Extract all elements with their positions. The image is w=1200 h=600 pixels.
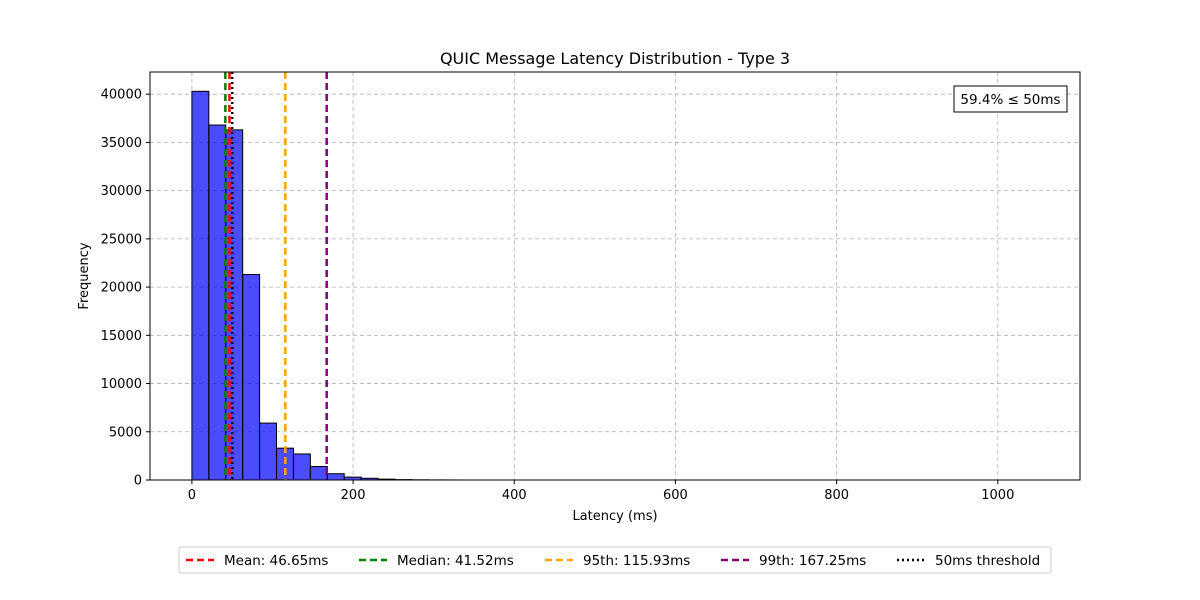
y-tick-label: 5000 (109, 425, 142, 440)
legend-label: 95th: 115.93ms (583, 553, 690, 569)
histogram-bar (208, 124, 227, 481)
legend-frame (178, 546, 1052, 574)
histogram-bar (309, 465, 328, 481)
legend-label: Mean: 46.65ms (224, 553, 328, 569)
x-tick-label: 200 (341, 488, 366, 503)
y-tick-label: 25000 (101, 232, 142, 247)
annotation-box (953, 85, 1068, 113)
annotation-text: 59.4% ≤ 50ms (960, 92, 1060, 108)
x-tick-label: 400 (502, 488, 527, 503)
y-tick-label: 0 (134, 474, 142, 489)
y-tick-label: 10000 (101, 377, 142, 392)
y-tick-label: 30000 (101, 184, 142, 199)
x-tick-label: 1000 (981, 488, 1014, 503)
legend-label: 99th: 167.25ms (759, 553, 866, 569)
y-axis-ticks: 0 5000 10000 15000 20000 25000 30000 35000 40000 (101, 88, 150, 489)
y-tick-label: 15000 (101, 329, 142, 344)
histogram-bar (191, 90, 210, 481)
x-axis-ticks: 0 200 400 600 800 1000 (188, 480, 1014, 503)
histogram-bar (326, 473, 345, 481)
x-axis-label: Latency (ms) (572, 509, 657, 524)
histogram-bar (259, 422, 278, 481)
legend: Mean: 46.65ms Median: 41.52ms 95th: 115.93… (178, 546, 1052, 574)
legend-label: Median: 41.52ms (397, 553, 514, 569)
chart-title: QUIC Message Latency Distribution - Type… (440, 49, 790, 68)
y-axis-label: Frequency (77, 242, 92, 309)
legend-label: 50ms threshold (935, 553, 1040, 569)
y-tick-label: 40000 (101, 88, 142, 103)
reference-lines (224, 72, 328, 480)
threshold-annotation: 59.4% ≤ 50ms (953, 85, 1068, 113)
x-tick-label: 600 (663, 488, 688, 503)
plot-frame (149, 71, 1081, 481)
y-tick-label: 20000 (101, 281, 142, 296)
x-tick-label: 800 (824, 488, 849, 503)
grid (150, 72, 1080, 481)
x-tick-label: 0 (188, 488, 196, 503)
y-tick-label: 35000 (101, 136, 142, 151)
histogram-bar (292, 453, 311, 481)
histogram-bar (242, 274, 261, 481)
